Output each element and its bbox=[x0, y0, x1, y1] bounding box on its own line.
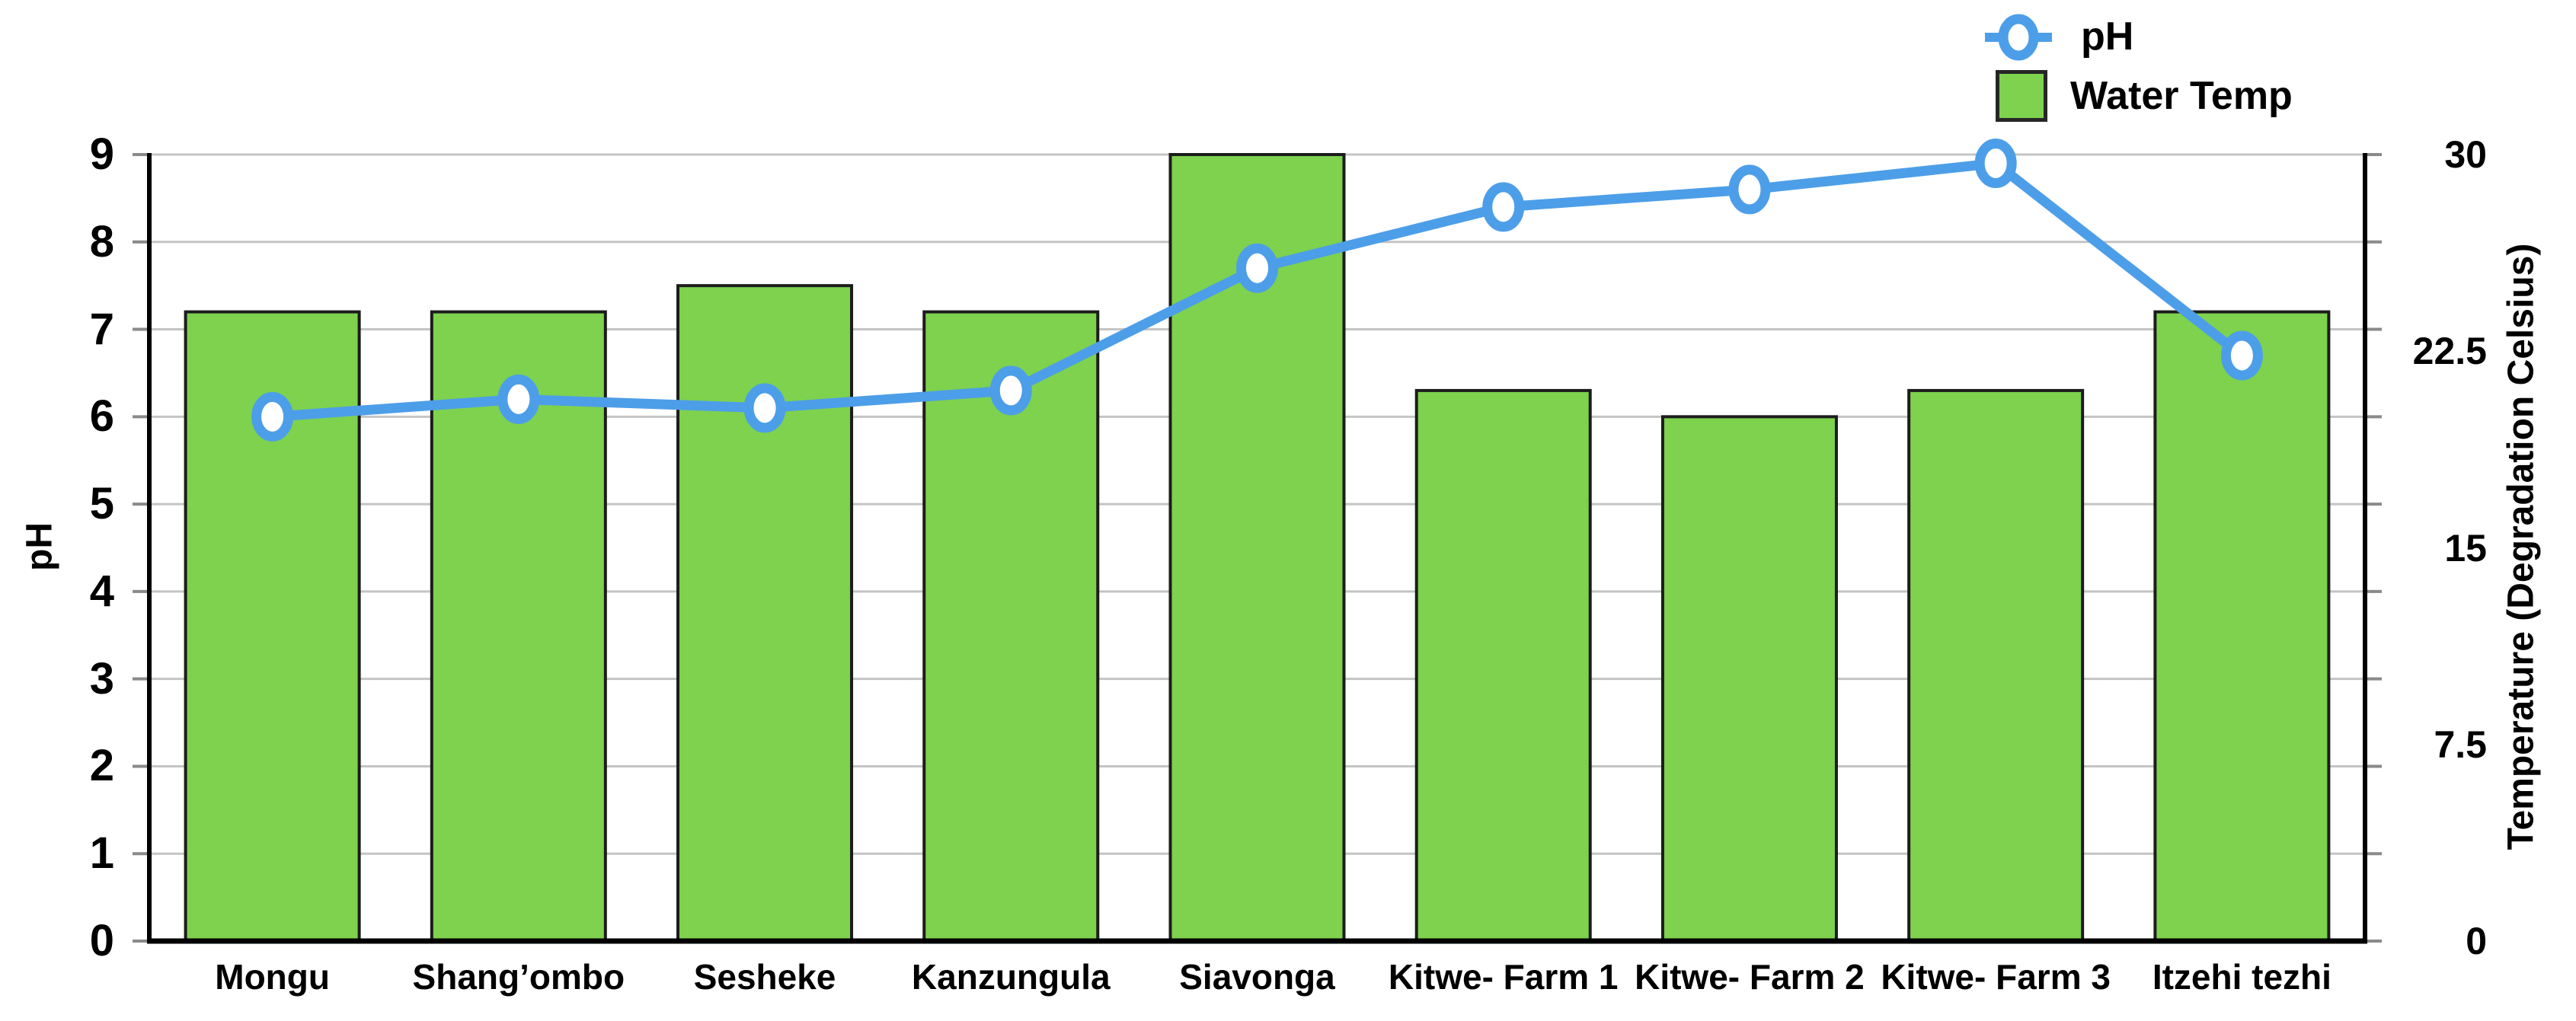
bar-kanzungula bbox=[922, 310, 1100, 943]
ph-marker-shang-ombo bbox=[497, 374, 540, 424]
water-temp-swatch-icon bbox=[1996, 70, 2047, 122]
y-axis-left-title: pH bbox=[19, 522, 60, 571]
bar-kitwe-farm-3 bbox=[1907, 388, 2085, 943]
ph-marker-sesheke bbox=[743, 383, 786, 433]
y-axis-right-title: Temperature (Degradation Celsius) bbox=[2501, 243, 2542, 850]
ph-marker-kitwe-farm-1 bbox=[1482, 182, 1525, 232]
legend-item-water-temp: Water Temp bbox=[1979, 69, 2293, 123]
ph-marker-kitwe-farm-2 bbox=[1728, 164, 1771, 215]
legend: pH Water Temp bbox=[1979, 9, 2293, 123]
bar-kitwe-farm-2 bbox=[1660, 415, 1838, 943]
legend-item-ph: pH bbox=[1979, 9, 2293, 64]
ph-marker-itzehi-tezhi bbox=[2220, 330, 2263, 381]
legend-label-water-temp: Water Temp bbox=[2070, 74, 2293, 118]
bar-kitwe-farm-1 bbox=[1414, 388, 1592, 943]
ph-marker-mongu bbox=[251, 391, 294, 442]
legend-label-ph: pH bbox=[2081, 14, 2134, 59]
ph-marker-kanzungula bbox=[989, 365, 1032, 416]
ph-line-marker-icon bbox=[1985, 14, 2052, 61]
bar-itzehi-tezhi bbox=[2153, 310, 2331, 943]
ph-marker-siavonga bbox=[1236, 243, 1278, 293]
ph-marker-kitwe-farm-3 bbox=[1974, 138, 2017, 188]
